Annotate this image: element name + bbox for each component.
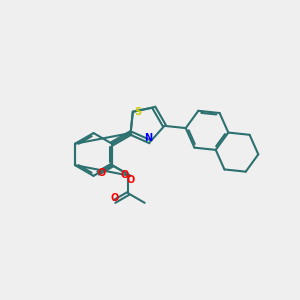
- Text: N: N: [145, 133, 153, 143]
- Text: O: O: [127, 175, 135, 185]
- Text: O: O: [110, 193, 118, 202]
- Text: O: O: [120, 169, 129, 180]
- Text: S: S: [134, 107, 141, 117]
- Text: O: O: [98, 168, 106, 178]
